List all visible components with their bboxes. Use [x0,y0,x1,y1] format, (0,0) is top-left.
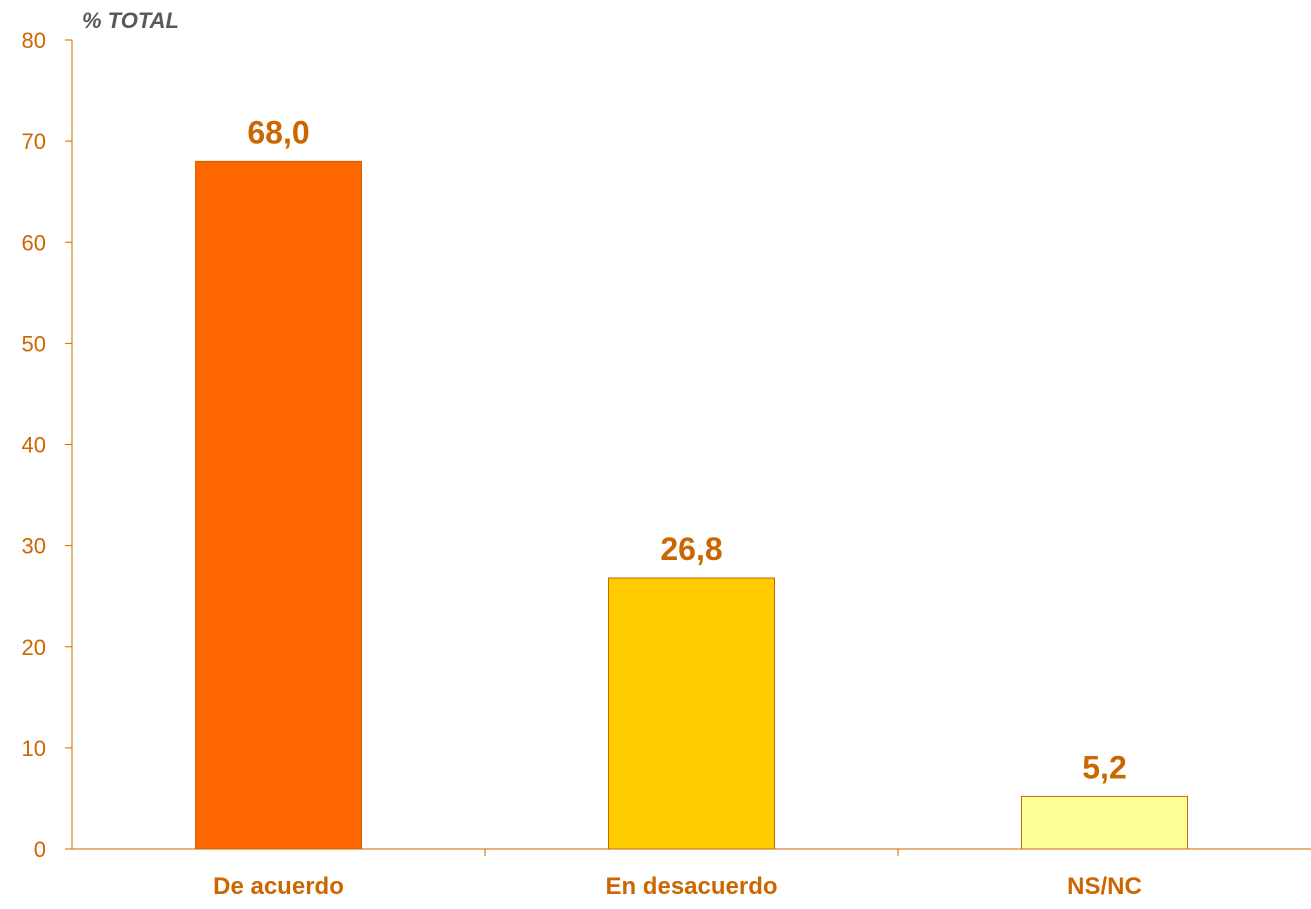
value-labels: 68,0 26,8 5,2 [247,114,1126,785]
y-axis-label: % TOTAL [82,8,179,33]
y-tick-label: 0 [34,837,46,862]
y-tick-label: 60 [22,230,46,255]
bar [1021,795,1188,850]
x-axis-ticks: De acuerdo En desacuerdo NS/NC [213,849,1142,900]
y-tick-label: 50 [22,331,46,356]
y-tick-label: 20 [22,635,46,660]
x-tick-label: En desacuerdo [605,873,777,900]
y-tick-label: 70 [22,129,46,154]
x-tick-label: NS/NC [1067,873,1142,900]
axes [71,40,1311,850]
data-label: 26,8 [660,531,722,567]
y-tick-label: 80 [22,28,46,53]
y-tick-label: 30 [22,534,46,559]
y-tick-label: 10 [22,736,46,761]
bar [195,160,362,850]
bars [195,160,1188,850]
data-label: 68,0 [247,114,309,150]
data-label: 5,2 [1082,749,1126,785]
x-tick-label: De acuerdo [213,873,344,900]
bar [608,577,775,850]
y-axis-ticks: 0 10 20 30 40 50 60 70 80 [22,28,72,862]
y-tick-label: 40 [22,433,46,458]
